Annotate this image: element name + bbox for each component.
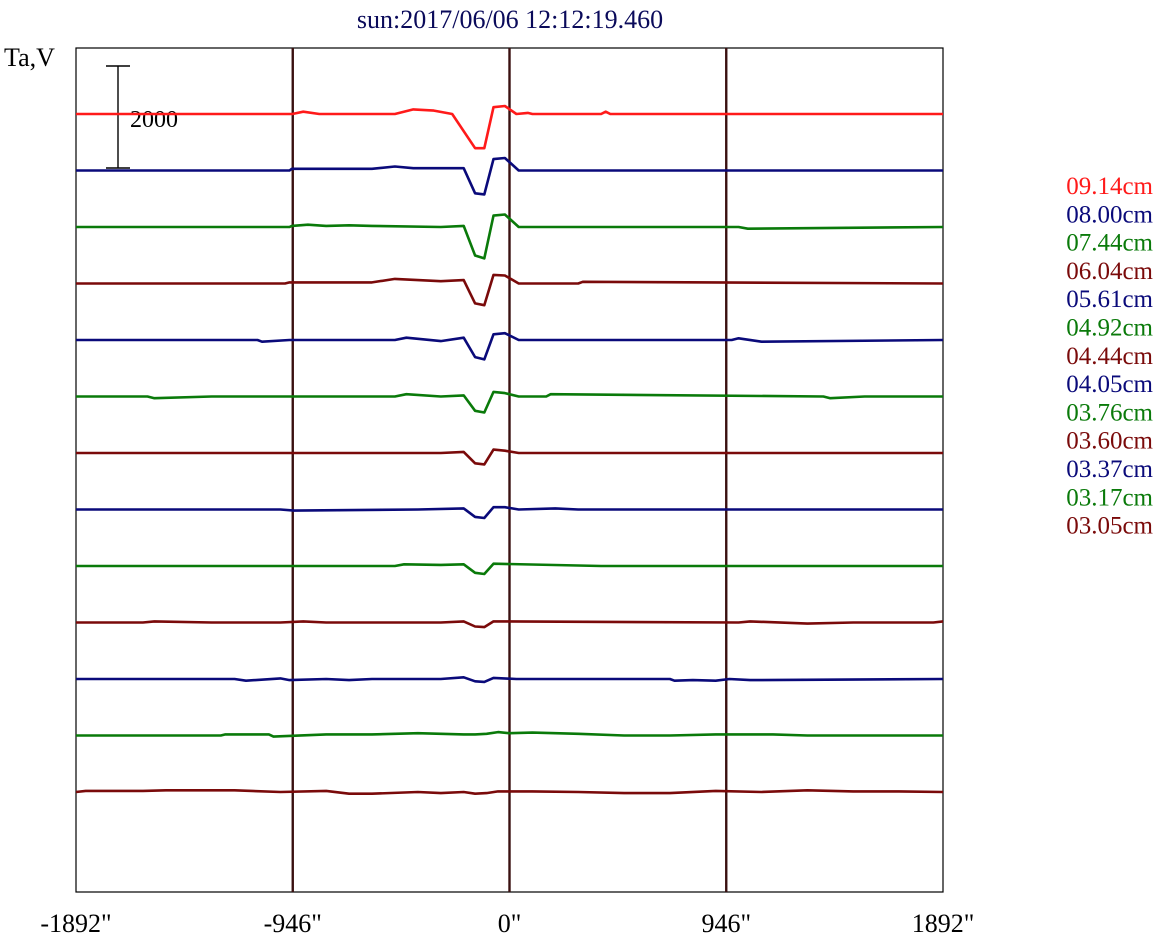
series-line-07-44cm: [76, 213, 944, 260]
x-tick-label-3: 946": [701, 909, 751, 938]
legend-item-06-04cm: 06.04cm: [1066, 258, 1153, 285]
series-layer: [75, 104, 944, 796]
legend-item-03-60cm: 03.60cm: [1066, 428, 1153, 455]
series-line-03-17cm: [76, 730, 943, 738]
limb-lines: [291, 48, 728, 892]
legend-item-04-92cm: 04.92cm: [1066, 315, 1153, 342]
legend-item-08-00cm: 08.00cm: [1066, 201, 1153, 228]
series-line-03-60cm: [76, 620, 944, 629]
legend-item-04-05cm: 04.05cm: [1066, 371, 1153, 398]
legend-item-04-44cm: 04.44cm: [1066, 343, 1153, 370]
x-tick-label-2: 0": [498, 909, 522, 938]
x-tick-label-0: -1892": [40, 909, 111, 938]
legend-item-03-76cm: 03.76cm: [1066, 399, 1153, 426]
scale-bar: 2000: [106, 65, 178, 169]
series-line-08-00cm: [76, 156, 943, 196]
legend: 09.14cm08.00cm07.44cm06.04cm05.61cm04.92…: [1066, 173, 1153, 540]
chart-title: sun:2017/06/06 12:12:19.460: [357, 5, 663, 34]
x-tick-labels: -1892" -946" 0" 946" 1892": [40, 909, 974, 938]
series-line-03-05cm: [75, 788, 944, 796]
series-line-06-04cm: [76, 273, 944, 307]
x-tick-label-4: 1892": [912, 909, 975, 938]
scale-bar-label: 2000: [130, 107, 178, 133]
y-axis-label: Ta,V: [4, 43, 55, 72]
series-line-03-37cm: [76, 675, 944, 684]
legend-item-03-05cm: 03.05cm: [1066, 513, 1153, 540]
series-line-09-14cm: [76, 104, 943, 150]
legend-item-07-44cm: 07.44cm: [1066, 230, 1153, 257]
x-tick-label-1: -946": [264, 909, 322, 938]
series-line-04-44cm: [76, 448, 943, 466]
legend-item-09-14cm: 09.14cm: [1066, 173, 1153, 200]
legend-item-03-37cm: 03.37cm: [1066, 456, 1153, 483]
legend-item-05-61cm: 05.61cm: [1066, 286, 1153, 313]
legend-item-03-17cm: 03.17cm: [1066, 484, 1153, 511]
series-line-04-92cm: [76, 390, 943, 414]
series-line-04-05cm: [76, 505, 943, 520]
series-line-03-76cm: [76, 562, 943, 576]
series-line-05-61cm: [76, 331, 944, 361]
